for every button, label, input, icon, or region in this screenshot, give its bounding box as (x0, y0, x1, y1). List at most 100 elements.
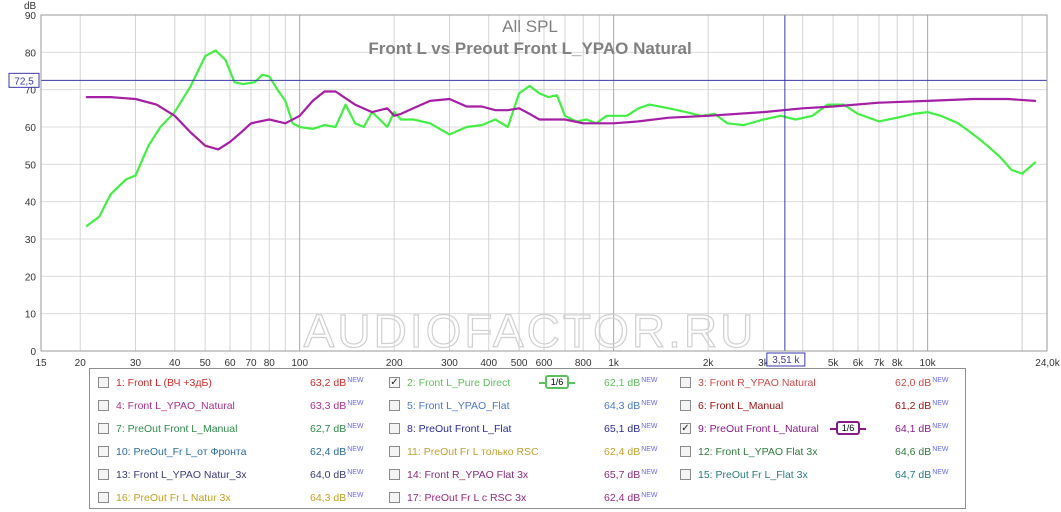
legend-new-tag: NEW (347, 492, 364, 499)
y-tick-label: 80 (25, 48, 37, 59)
legend-item[interactable]: ✓ 2: Front L_Pure Direct 1/6 62,1 dBNEW (389, 375, 665, 393)
legend-value-text: 62,4 dB (604, 492, 641, 504)
legend-new-tag: NEW (347, 400, 364, 407)
legend-checkbox[interactable] (389, 492, 400, 503)
smoothing-badge[interactable]: 1/6 (545, 375, 569, 389)
x-tick-label: 2k (703, 358, 715, 368)
legend-new-tag: NEW (347, 469, 364, 476)
legend-item[interactable]: 11: PreOut Fr L только RSC 62,4 dBNEW (389, 444, 665, 462)
x-tick-label: 20 (75, 358, 87, 368)
legend-value: 64,7 dBNEW (895, 469, 949, 481)
legend-item[interactable]: 16: PreOut Fr L Natur 3x 64,3 dBNEW (98, 490, 374, 508)
legend-value: 64,6 dBNEW (895, 446, 949, 458)
y-tick-label: 0 (30, 347, 36, 358)
legend-value-text: 62,4 dB (604, 446, 641, 458)
legend-checkbox[interactable] (389, 446, 400, 457)
y-tick-label: 50 (25, 160, 37, 171)
legend-label: 11: PreOut Fr L только RSC (407, 446, 539, 458)
legend-new-tag: NEW (932, 377, 949, 384)
legend-new-tag: NEW (641, 469, 658, 476)
series-line-1 (85, 49, 1037, 227)
legend-new-tag: NEW (641, 400, 658, 407)
legend-checkbox[interactable] (389, 469, 400, 480)
legend-new-tag: NEW (641, 446, 658, 453)
x-tick-label: 15 (35, 358, 47, 368)
legend-checkbox[interactable]: ✓ (680, 423, 691, 434)
legend-label: 7: PreOut Front L_Manual (116, 423, 238, 435)
legend-value: 62,4 dBNEW (604, 446, 658, 458)
legend-checkbox[interactable]: ✓ (389, 377, 400, 388)
legend-item[interactable]: 13: Front L_YPAO Natur_3x 64,0 dBNEW (98, 467, 374, 485)
legend-checkbox[interactable] (98, 469, 109, 480)
x-tick-label: 400 (480, 358, 497, 368)
legend-label: 14: Front R_YPAO Flat 3x (407, 469, 529, 481)
spl-chart[interactable]: AUDIOFACTOR.RU All SPL Front L vs Preout… (0, 0, 1061, 368)
legend-new-tag: NEW (932, 400, 949, 407)
legend-checkbox[interactable] (98, 423, 109, 434)
legend-new-tag: NEW (347, 423, 364, 430)
x-tick-label: 50 (200, 358, 212, 368)
legend-checkbox[interactable] (98, 446, 109, 457)
legend-value-text: 64,3 dB (310, 492, 347, 504)
legend-value: 62,4 dBNEW (310, 446, 364, 458)
watermark: AUDIOFACTOR.RU (304, 305, 757, 357)
legend-label: 8: PreOut Front L_Flat (407, 423, 512, 435)
legend-value-text: 62,0 dB (895, 377, 932, 389)
cursor-y-box (8, 72, 40, 88)
x-tick-label: 3k (758, 358, 770, 368)
smoothing-badge[interactable]: 1/6 (836, 421, 860, 435)
legend-new-tag: NEW (641, 492, 658, 499)
legend-item[interactable]: 14: Front R_YPAO Flat 3x 65,7 dBNEW (389, 467, 665, 485)
legend-item[interactable]: 15: PreOut Fr L_Flat 3x 64,7 dBNEW (680, 467, 956, 485)
legend-value: 62,0 dBNEW (895, 377, 949, 389)
legend-item[interactable]: 4: Front L_YPAO_Natural 63,3 dBNEW (98, 398, 374, 416)
legend-checkbox[interactable] (389, 400, 400, 411)
legend-label: 15: PreOut Fr L_Flat 3x (698, 469, 808, 481)
cursor-x-box (766, 352, 806, 367)
legend-checkbox[interactable] (680, 400, 691, 411)
x-tick-label: 500 (511, 358, 528, 368)
cursor[interactable]: 72,5 3,51 k (8, 15, 1047, 367)
legend-item[interactable]: 10: PreOut_Fr L_от Фронта 62,4 dBNEW (98, 444, 374, 462)
legend-label: 2: Front L_Pure Direct (407, 377, 511, 389)
x-tick-label: 60 (224, 358, 236, 368)
legend-checkbox[interactable] (680, 469, 691, 480)
legend-item[interactable]: 5: Front L_YPAO_Flat 64,3 dBNEW (389, 398, 665, 416)
legend-label: 10: PreOut_Fr L_от Фронта (116, 446, 247, 458)
legend-checkbox[interactable] (389, 423, 400, 434)
legend-label: 3: Front R_YPAO Natural (698, 377, 816, 389)
legend-item[interactable]: 6: Front L_Manual 61,2 dBNEW (680, 398, 956, 416)
legend-value-text: 64,3 dB (604, 400, 641, 412)
legend-item[interactable]: 12: Front L_YPAO Flat 3x 64,6 dBNEW (680, 444, 956, 462)
legend-value: 64,3 dBNEW (310, 492, 364, 504)
x-tick-label: 80 (264, 358, 276, 368)
legend-item[interactable]: 3: Front R_YPAO Natural 62,0 dBNEW (680, 375, 956, 393)
legend-checkbox[interactable] (680, 446, 691, 457)
x-tick-label: 1k (608, 358, 620, 368)
legend-new-tag: NEW (932, 446, 949, 453)
legend-value-text: 62,4 dB (310, 446, 347, 458)
x-tick-label: 70 (245, 358, 257, 368)
x-tick-label: 800 (575, 358, 592, 368)
x-tick-label: 7k (874, 358, 886, 368)
legend-label: 16: PreOut Fr L Natur 3x (116, 492, 231, 504)
legend-label: 13: Front L_YPAO Natur_3x (116, 469, 247, 481)
legend-item[interactable]: 17: PreOut Fr L с RSC 3x 62,4 dBNEW (389, 490, 665, 508)
series-line-2 (85, 90, 1037, 151)
legend-checkbox[interactable] (98, 492, 109, 503)
legend-checkbox[interactable] (98, 377, 109, 388)
legend-checkbox[interactable] (680, 377, 691, 388)
legend-item[interactable]: 7: PreOut Front L_Manual 62,7 dBNEW (98, 421, 374, 439)
legend-value: 63,2 dBNEW (310, 377, 364, 389)
legend-value: 65,1 dBNEW (604, 423, 658, 435)
x-tick-label: 30 (130, 358, 142, 368)
legend-item[interactable]: 1: Front L (ВЧ +3дБ) 63,2 dBNEW (98, 375, 374, 393)
legend-item[interactable]: ✓ 9: PreOut Front L_Natural 1/6 64,1 dBNEW (680, 421, 956, 439)
x-tick-label: 24,0k Hz (1035, 358, 1061, 368)
legend-checkbox[interactable] (98, 400, 109, 411)
legend-new-tag: NEW (641, 423, 658, 430)
legend-value-text: 62,1 dB (604, 377, 641, 389)
legend-label: 12: Front L_YPAO Flat 3x (698, 446, 818, 458)
legend-value-text: 64,7 dB (895, 469, 932, 481)
legend-item[interactable]: 8: PreOut Front L_Flat 65,1 dBNEW (389, 421, 665, 439)
